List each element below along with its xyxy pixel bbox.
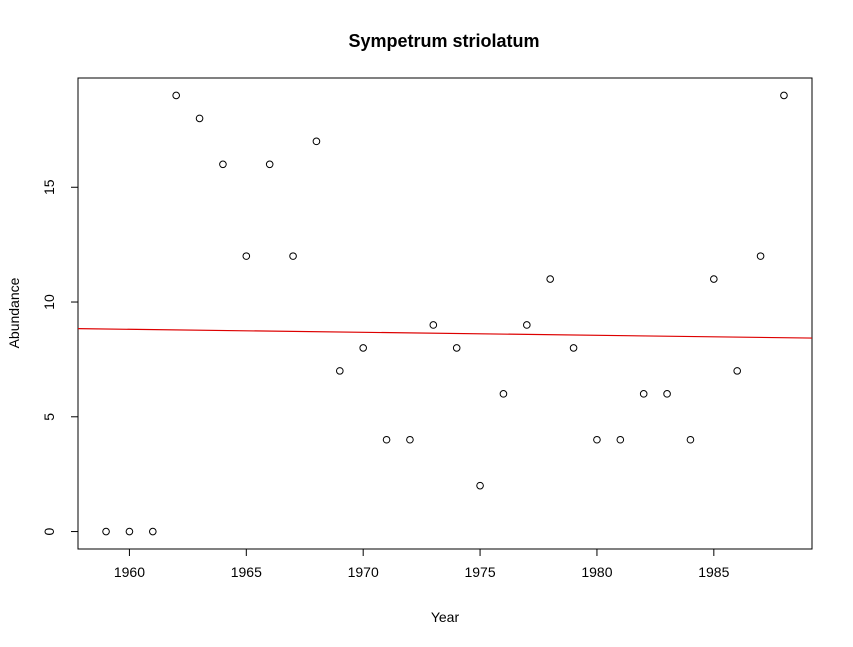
y-tick-label: 15 — [41, 179, 57, 195]
x-tick-label: 1980 — [581, 564, 612, 580]
chart-title: Sympetrum striolatum — [348, 31, 539, 51]
x-tick-label: 1985 — [698, 564, 729, 580]
data-point — [733, 367, 741, 375]
data-point — [265, 160, 274, 169]
data-point — [546, 275, 554, 283]
data-point — [639, 390, 648, 398]
data-point — [756, 252, 765, 260]
data-point — [336, 367, 344, 375]
y-tick-label: 0 — [41, 527, 57, 535]
data-point — [780, 91, 788, 100]
data-point — [359, 344, 367, 352]
data-point — [312, 137, 321, 146]
data-point — [663, 390, 671, 398]
x-tick-label: 1965 — [231, 564, 262, 580]
data-point — [149, 527, 157, 536]
trend-line-layer — [77, 328, 813, 339]
plot-area-frame — [77, 77, 813, 550]
y-axis: 0 5 10 15 — [41, 179, 79, 535]
data-point — [219, 160, 227, 169]
data-point — [710, 275, 718, 283]
data-points-layer — [102, 91, 788, 536]
x-tick-label: 1960 — [114, 564, 145, 580]
data-point — [289, 252, 297, 260]
data-point — [429, 321, 438, 329]
data-point — [125, 527, 134, 536]
y-axis-label: Abundance — [6, 277, 22, 348]
data-point — [593, 435, 601, 444]
data-point — [616, 435, 625, 444]
x-axis: 1960 1965 1970 1975 1980 1985 — [114, 548, 730, 580]
x-tick-label: 1970 — [348, 564, 379, 580]
trend-line — [77, 328, 813, 339]
x-tick-label: 1975 — [464, 564, 495, 580]
y-tick-label: 5 — [41, 413, 57, 421]
x-axis-label: Year — [431, 609, 460, 625]
data-point — [102, 527, 110, 536]
data-point — [195, 114, 204, 123]
data-point — [686, 435, 695, 444]
data-point — [242, 252, 251, 260]
data-point — [382, 435, 391, 444]
data-point — [406, 435, 414, 444]
data-point — [476, 481, 484, 490]
data-point — [172, 91, 180, 100]
data-point — [523, 321, 531, 329]
y-tick-label: 10 — [41, 294, 57, 310]
data-point — [499, 390, 508, 398]
data-point — [569, 344, 578, 352]
data-point — [452, 344, 461, 352]
